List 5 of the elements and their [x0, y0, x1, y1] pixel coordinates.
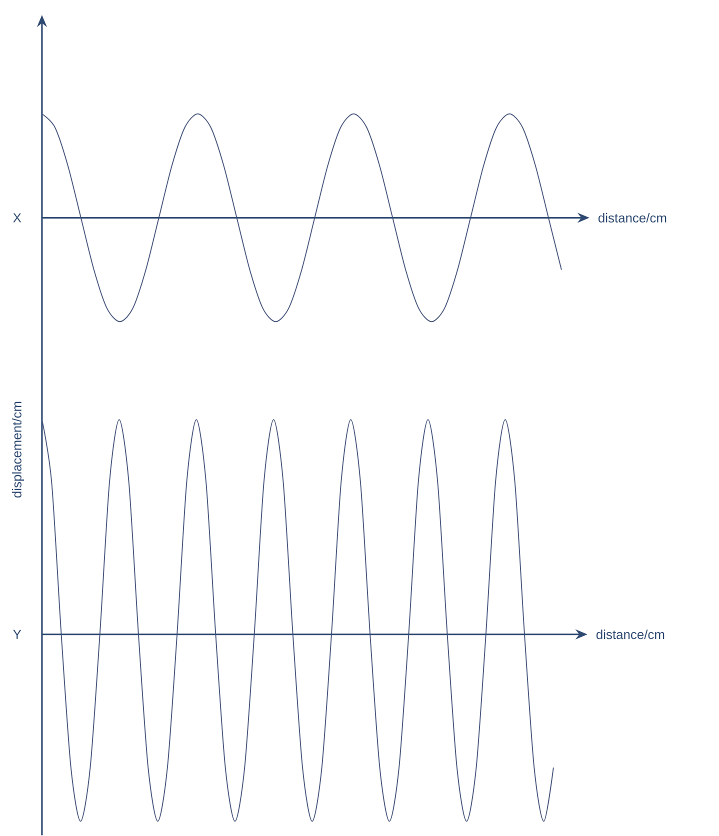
- text: Y: [12, 630, 22, 639]
- x-axis-title: distance/cm: [596, 630, 664, 640]
- text: X: [12, 213, 22, 222]
- y-axis-title: displacement/cm: [12, 402, 24, 498]
- x-axis-title: distance/cm: [598, 213, 666, 223]
